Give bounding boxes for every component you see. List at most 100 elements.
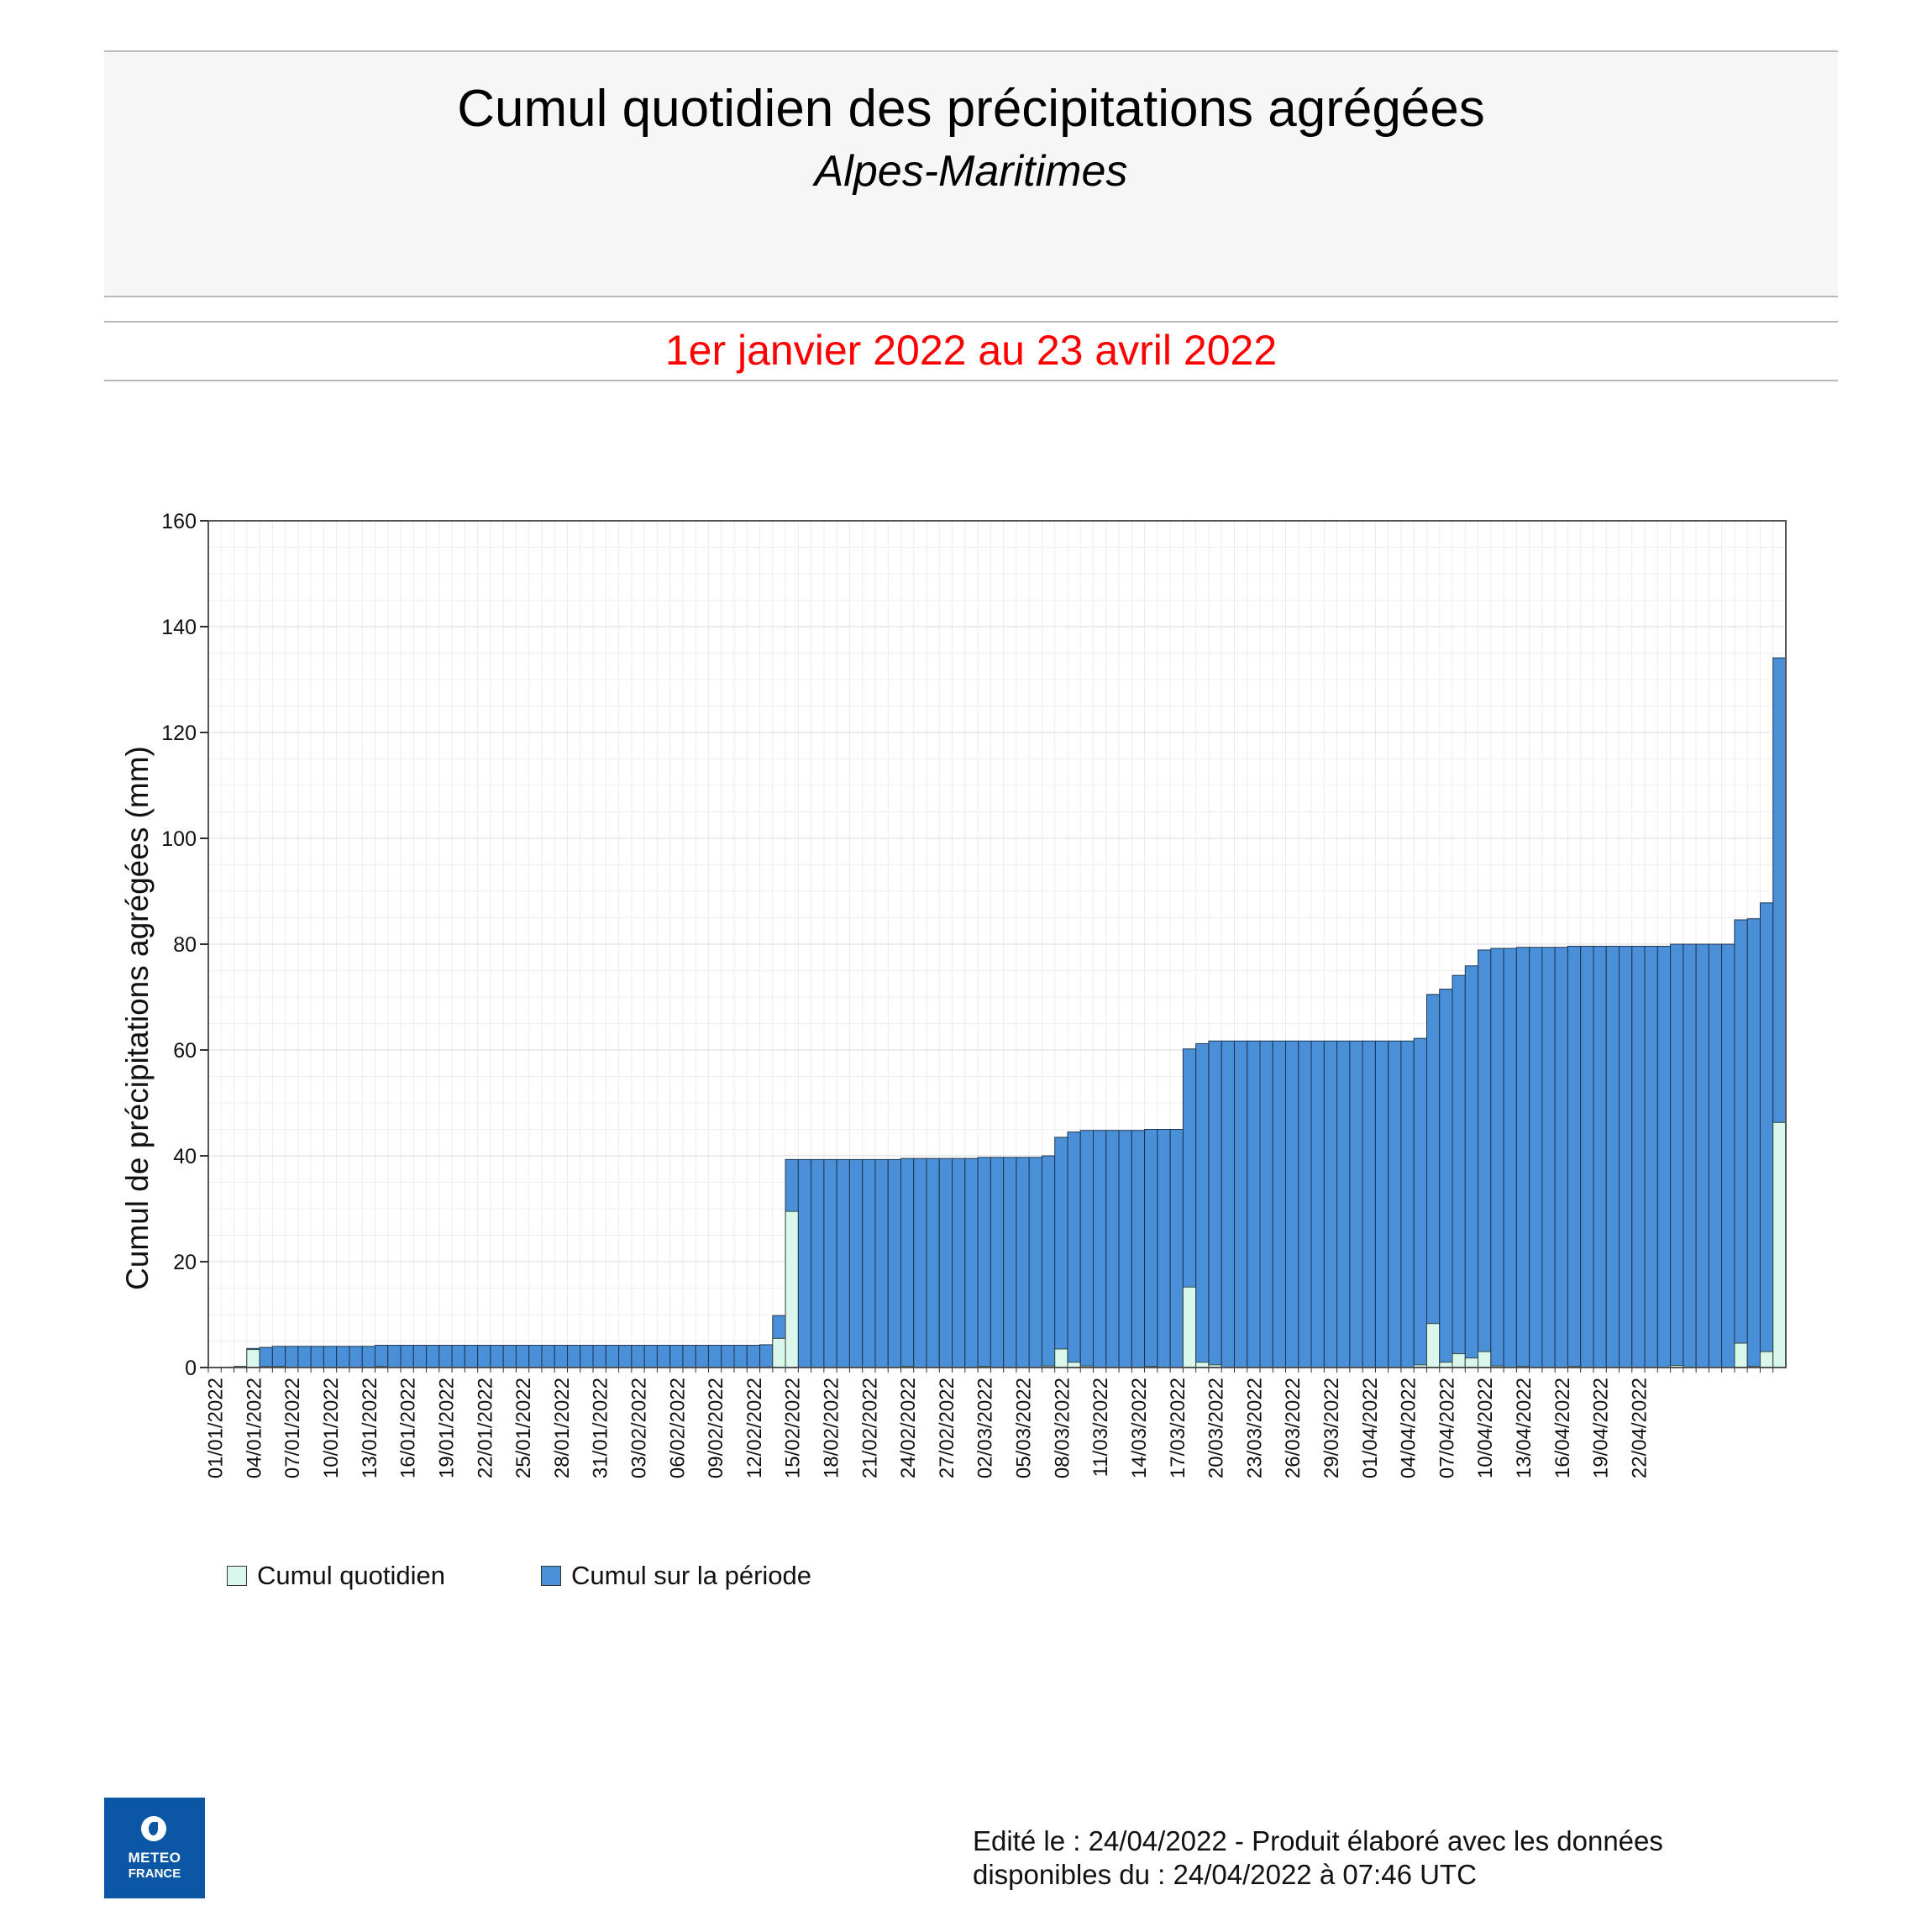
- bar-cumul-quotidien: [1425, 1323, 1441, 1368]
- bar-cumul-periode: [1323, 1040, 1338, 1368]
- bar-cumul-periode: [1490, 948, 1504, 1368]
- bar-cumul-periode: [271, 1346, 286, 1368]
- x-tick-label: 22/04/2022: [1628, 1378, 1651, 1478]
- bar-cumul-periode: [464, 1345, 479, 1368]
- bar-cumul-periode: [297, 1346, 312, 1368]
- bar-cumul-periode: [848, 1158, 864, 1368]
- bar-cumul-periode: [1644, 946, 1658, 1368]
- x-tick-label: 23/03/2022: [1243, 1378, 1266, 1478]
- bar-cumul-periode: [1708, 943, 1723, 1368]
- bar-cumul-quotidien: [246, 1349, 260, 1368]
- bar-cumul-periode: [490, 1345, 504, 1368]
- y-tick-label: 80: [173, 933, 197, 957]
- period-panel: 1er janvier 2022 au 23 avril 2022: [104, 321, 1838, 381]
- bar-cumul-periode: [412, 1345, 428, 1368]
- bar-cumul-periode: [1079, 1130, 1095, 1368]
- bar-cumul-periode: [874, 1158, 889, 1368]
- bar-cumul-periode: [1298, 1040, 1312, 1368]
- bar-cumul-periode: [1464, 965, 1479, 1368]
- x-tick-label: 19/01/2022: [435, 1378, 458, 1478]
- bar-cumul-periode: [990, 1157, 1005, 1368]
- legend-swatch-period: [541, 1566, 561, 1586]
- x-tick-label: 13/04/2022: [1513, 1378, 1536, 1478]
- x-tick-label: 10/04/2022: [1474, 1378, 1497, 1478]
- x-axis: 01/01/2022 04/01/2022 07/01/2022 10/01/2022…: [205, 1368, 1774, 1478]
- bar-cumul-periode: [1093, 1130, 1107, 1368]
- bar-cumul-periode: [1554, 947, 1568, 1368]
- bar-cumul-periode: [310, 1346, 324, 1368]
- bar-cumul-periode: [592, 1345, 606, 1368]
- bar-cumul-periode: [1619, 946, 1633, 1368]
- bar-cumul-quotidien: [1452, 1353, 1466, 1368]
- bar-cumul-periode: [1310, 1040, 1325, 1368]
- legend-label-period: Cumul sur la période: [571, 1561, 812, 1590]
- x-tick-label: 27/02/2022: [936, 1378, 958, 1478]
- bar-cumul-periode: [361, 1346, 375, 1368]
- bar-cumul-periode: [1118, 1130, 1132, 1368]
- bar-cumul-periode: [259, 1347, 273, 1368]
- bar-cumul-quotidien: [1772, 1121, 1787, 1368]
- bar-cumul-periode: [1157, 1129, 1171, 1368]
- chart-title: Cumul quotidien des précipitations agrég…: [457, 80, 1485, 138]
- edition-note-line1: Edité le : 24/04/2022 - Produit élaboré …: [973, 1825, 1663, 1856]
- title-panel: Cumul quotidien des précipitations agrég…: [104, 50, 1838, 297]
- bar-cumul-periode: [1503, 948, 1517, 1368]
- bar-cumul-periode: [759, 1344, 774, 1368]
- bar-cumul-periode: [1247, 1040, 1261, 1368]
- bar-cumul-periode: [1349, 1040, 1363, 1368]
- bar-cumul-periode: [977, 1157, 991, 1368]
- legend-label-daily: Cumul quotidien: [257, 1561, 446, 1590]
- bar-cumul-periode: [349, 1346, 363, 1368]
- bar-cumul-periode: [1541, 947, 1556, 1368]
- x-tick-label: 17/03/2022: [1167, 1378, 1189, 1478]
- bar-cumul-quotidien: [1054, 1348, 1068, 1368]
- bar-cumul-periode: [887, 1158, 901, 1368]
- bar-cumul-quotidien: [1464, 1357, 1479, 1368]
- bar-cumul-periode: [1285, 1040, 1299, 1368]
- x-tick-label: 08/03/2022: [1051, 1378, 1074, 1478]
- bar-cumul-periode: [1734, 919, 1748, 1368]
- bar-cumul-periode: [541, 1345, 555, 1368]
- y-tick-label: 60: [173, 1039, 197, 1063]
- bar-cumul-periode: [1425, 994, 1441, 1368]
- y-axis: 0 20 40 60 80 100 120 140 160: [161, 510, 208, 1380]
- bar-cumul-periode: [1388, 1040, 1402, 1368]
- bar-cumul-periode: [1400, 1040, 1415, 1368]
- x-tick-label: 12/02/2022: [743, 1378, 766, 1478]
- bar-cumul-periode: [952, 1158, 966, 1368]
- x-tick-label: 29/03/2022: [1320, 1378, 1343, 1478]
- bar-cumul-periode: [336, 1346, 350, 1368]
- bar-cumul-quotidien: [1478, 1351, 1492, 1368]
- meteo-france-logo-icon: [141, 1816, 166, 1841]
- bar-cumul-periode: [721, 1345, 735, 1368]
- bar-cumul-periode: [477, 1345, 491, 1368]
- bar-cumul-periode: [515, 1345, 530, 1368]
- bar-cumul-periode: [823, 1158, 837, 1368]
- x-tick-label: 07/04/2022: [1436, 1378, 1458, 1478]
- y-tick-label: 40: [173, 1145, 197, 1168]
- bar-cumul-periode: [926, 1158, 940, 1368]
- bar-cumul-periode: [695, 1345, 709, 1368]
- bar-cumul-periode: [1593, 946, 1607, 1368]
- bar-cumul-periode: [1028, 1157, 1042, 1368]
- bar-cumul-periode: [387, 1345, 402, 1368]
- x-tick-label: 09/02/2022: [705, 1378, 727, 1478]
- x-tick-label: 10/01/2022: [320, 1378, 343, 1478]
- bar-cumul-periode: [438, 1345, 453, 1368]
- x-tick-label: 11/03/2022: [1089, 1378, 1112, 1477]
- bar-cumul-periode: [1362, 1040, 1376, 1368]
- x-tick-label: 14/03/2022: [1128, 1378, 1151, 1478]
- x-tick-label: 19/04/2022: [1590, 1378, 1613, 1478]
- x-tick-label: 04/01/2022: [243, 1378, 265, 1478]
- bar-cumul-periode: [707, 1345, 722, 1368]
- bar-cumul-periode: [1452, 974, 1466, 1368]
- bar-cumul-periode: [1144, 1129, 1158, 1368]
- x-tick-label: 31/01/2022: [590, 1378, 612, 1478]
- bar-cumul-periode: [1670, 943, 1684, 1368]
- bar-cumul-periode: [669, 1345, 684, 1368]
- x-tick-label: 06/02/2022: [666, 1378, 689, 1478]
- edition-note: Edité le : 24/04/2022 - Produit élaboré …: [973, 1824, 1663, 1892]
- bar-cumul-quotidien: [772, 1337, 786, 1368]
- bar-cumul-periode: [682, 1345, 696, 1368]
- x-tick-label: 18/02/2022: [821, 1378, 843, 1478]
